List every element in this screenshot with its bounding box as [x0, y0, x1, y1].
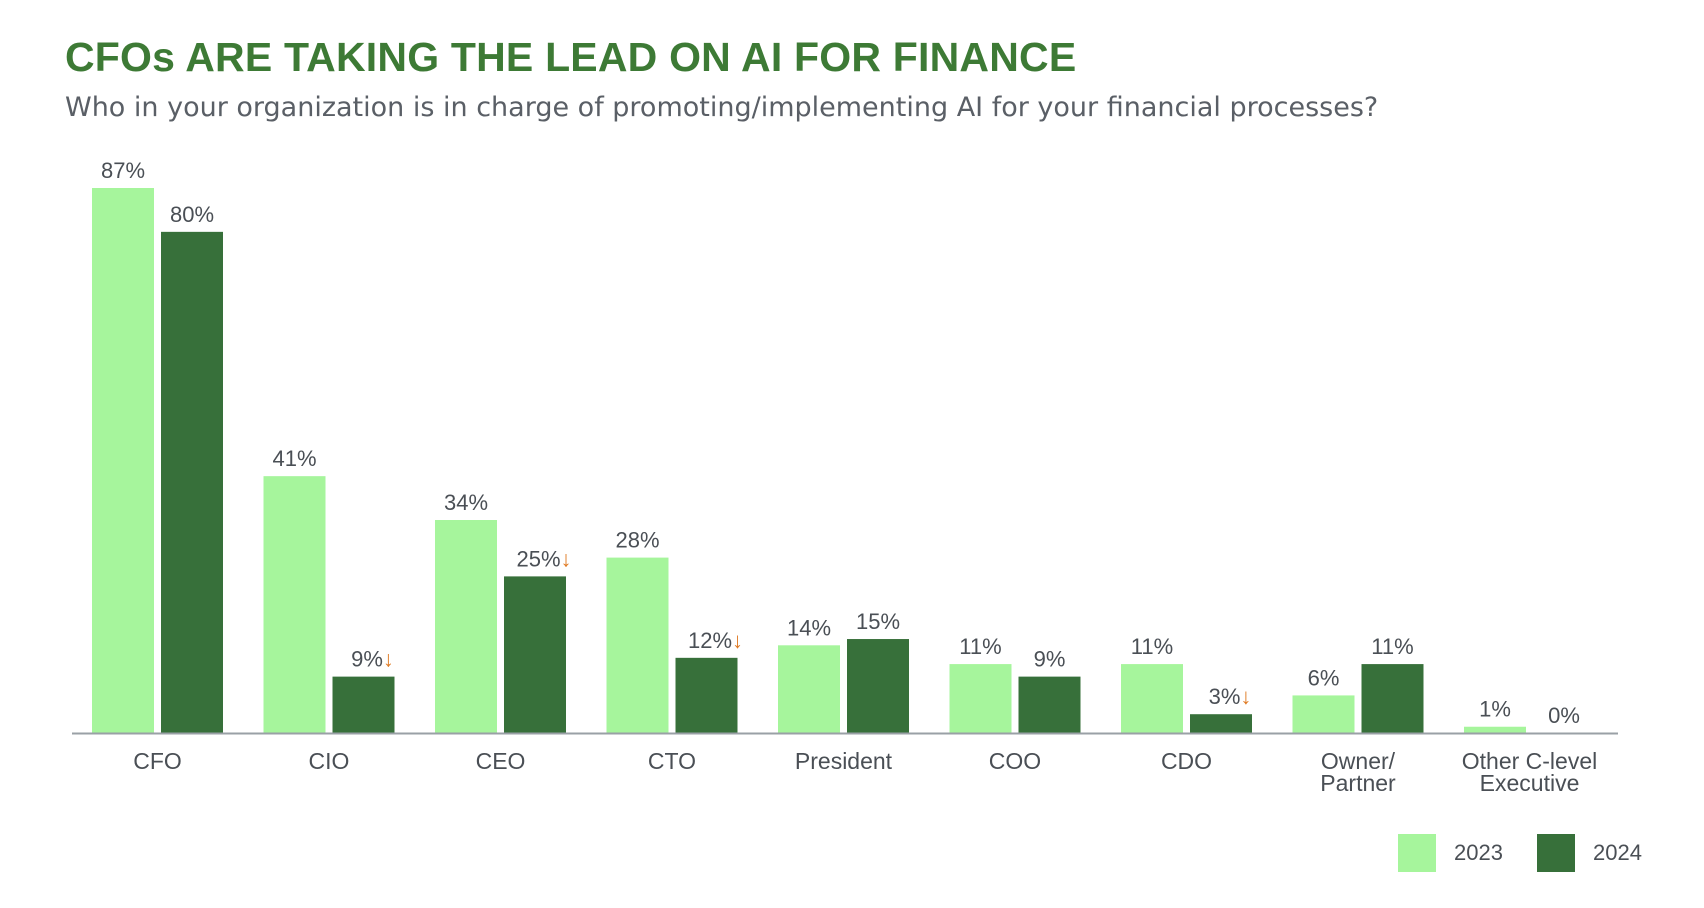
bar-chart: 87%80%CFO41%9%↓CIO34%25%↓CEO28%12%↓CTO14… — [72, 158, 1618, 796]
value-label-2024-owner-partner: 11% — [1371, 634, 1413, 659]
value-label-2024-president: 15% — [856, 609, 900, 634]
value-label-2024-cto: 12%↓ — [688, 628, 743, 653]
category-label-coo: COO — [989, 748, 1041, 774]
value-label-2024-cdo: 3%↓ — [1209, 684, 1252, 709]
category-label-cto: CTO — [648, 748, 696, 774]
category-label-cfo: CFO — [133, 748, 182, 774]
chart-subtitle: Who in your organization is in charge of… — [65, 92, 1379, 123]
legend-swatch-2023 — [1398, 834, 1436, 872]
category-label-owner-partner: Owner/Partner — [1320, 748, 1396, 796]
category-label-cdo: CDO — [1161, 748, 1212, 774]
legend-swatch-2024 — [1537, 834, 1575, 872]
category-label-ceo: CEO — [476, 748, 526, 774]
value-label-2023-cto: 28% — [615, 528, 659, 553]
bar-2023-cfo — [92, 188, 154, 733]
value-label-2023-owner-partner: 6% — [1308, 665, 1340, 690]
value-label-2024-coo: 9% — [1034, 647, 1066, 672]
legend-label-2024: 2024 — [1593, 840, 1642, 865]
category-label-president: President — [795, 748, 893, 774]
bar-2024-owner-partner — [1361, 664, 1424, 733]
value-label-2024-cio: 9%↓ — [351, 647, 394, 672]
decline-arrow-icon: ↓ — [1240, 684, 1251, 709]
bar-2023-ceo — [435, 520, 497, 733]
value-label-2023-coo: 11% — [959, 634, 1001, 659]
chart-title: CFOs ARE TAKING THE LEAD ON AI FOR FINAN… — [65, 34, 1077, 80]
decline-arrow-icon: ↓ — [732, 628, 743, 653]
bar-2023-cdo — [1121, 664, 1183, 733]
bar-2024-president — [847, 639, 909, 733]
value-label-2023-ceo: 34% — [444, 490, 488, 515]
bar-2024-cio — [332, 676, 395, 733]
bar-2023-cio — [263, 476, 326, 733]
bar-2023-coo — [949, 664, 1012, 733]
bar-2024-coo — [1018, 676, 1081, 733]
legend-item-2024: 2024 — [1537, 834, 1642, 872]
bar-2024-cdo — [1190, 714, 1252, 733]
bar-2024-ceo — [504, 576, 566, 733]
legend-label-2023: 2023 — [1454, 840, 1503, 865]
value-label-2023-cio: 41% — [272, 446, 316, 471]
value-label-2023-cdo: 11% — [1131, 634, 1173, 659]
value-label-2023-other-c-level-executive: 1% — [1479, 697, 1511, 722]
decline-arrow-icon: ↓ — [561, 546, 572, 571]
value-label-2024-ceo: 25%↓ — [516, 546, 571, 571]
bar-2024-cfo — [161, 231, 223, 733]
decline-arrow-icon: ↓ — [383, 647, 394, 672]
category-label-cio: CIO — [309, 748, 350, 774]
category-label-other-c-level-executive: Other C-level Executive — [1462, 748, 1597, 796]
bar-2023-other-c-level-executive — [1464, 726, 1526, 733]
value-label-2024-other-c-level-executive: 0% — [1548, 703, 1580, 728]
bar-2023-cto — [606, 557, 669, 733]
legend-item-2023: 2023 — [1398, 834, 1503, 872]
value-label-2023-president: 14% — [787, 615, 831, 640]
bar-2023-owner-partner — [1292, 695, 1355, 733]
bar-2023-president — [778, 645, 840, 733]
value-label-2024-cfo: 80% — [170, 202, 214, 227]
value-label-2023-cfo: 87% — [101, 158, 145, 183]
bar-2024-cto — [675, 657, 738, 733]
